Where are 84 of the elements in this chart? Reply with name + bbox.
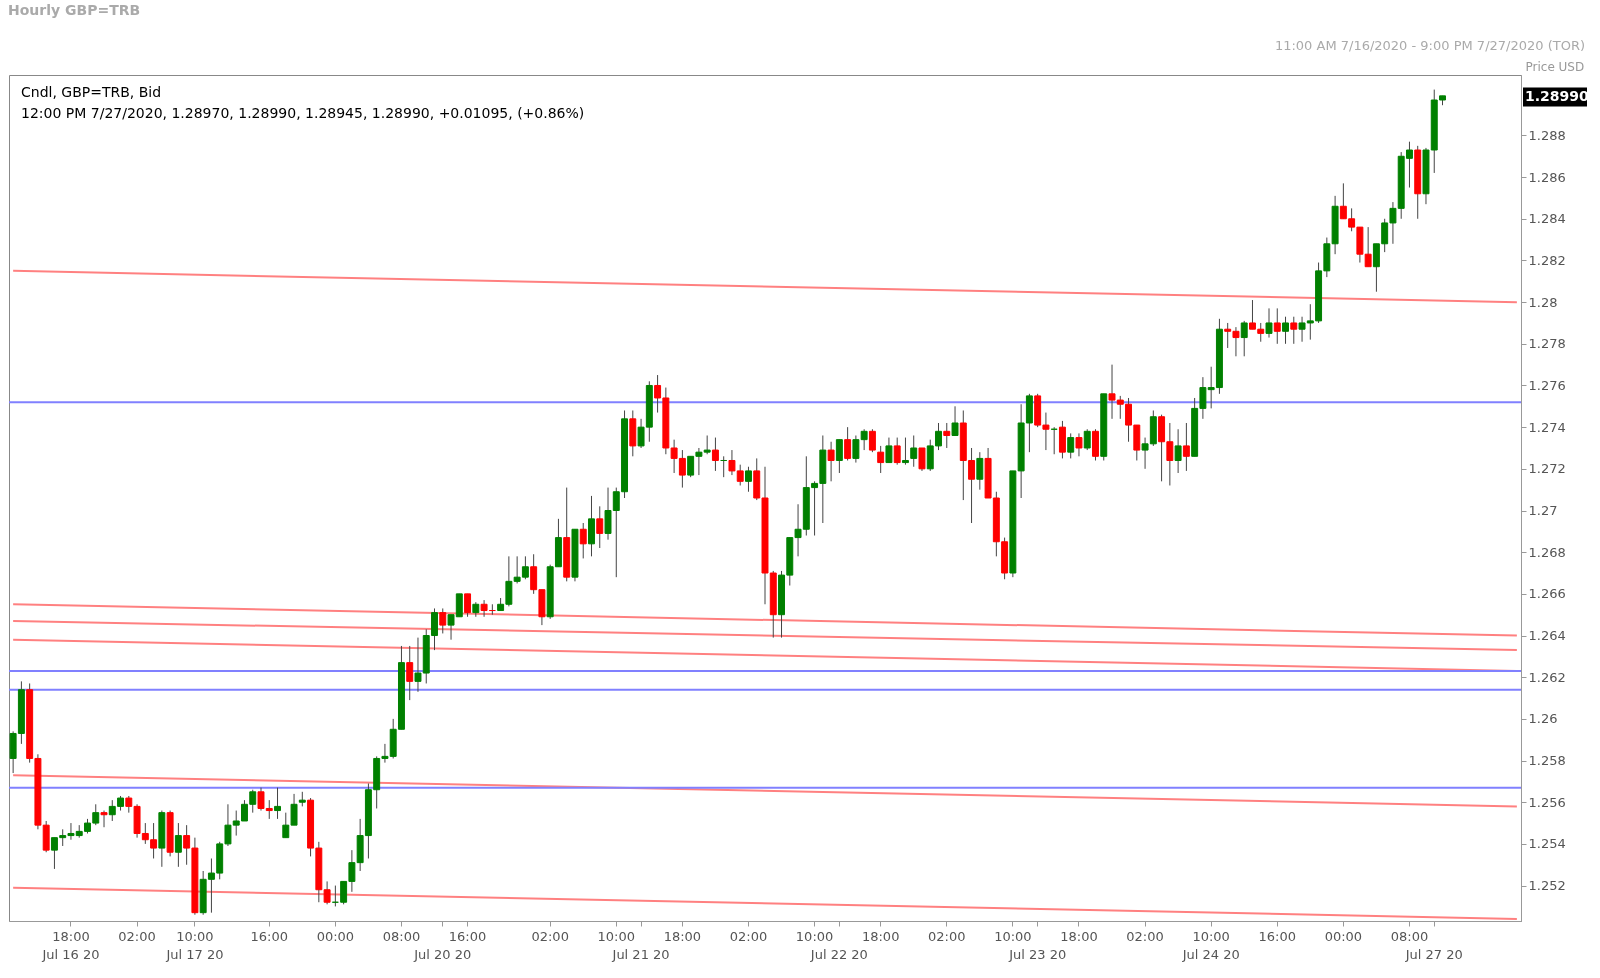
- x-tick-label: 10:00 Jul 24 20: [1181, 928, 1240, 962]
- x-tick-label: 08:00: [1390, 928, 1429, 944]
- candlestick: [835, 439, 843, 474]
- x-tick-label: 00:00: [1324, 928, 1363, 944]
- y-tick-label: 1.256: [1528, 794, 1566, 810]
- x-tick-label: Jul 20 20: [413, 946, 472, 962]
- y-tick-label: 1.254: [1528, 836, 1566, 852]
- x-tick-label: Jul 23 20: [1008, 946, 1067, 962]
- candlestick: [893, 437, 901, 466]
- annotation: Cndl, GBP=TRB, Bid: [21, 84, 162, 100]
- candlestick: [711, 437, 719, 472]
- candlestick: [1182, 422, 1190, 472]
- x-tick-label: 18:00: [1060, 928, 1098, 944]
- candlestick: [274, 787, 281, 820]
- candlestick: [1240, 320, 1248, 357]
- chart-title: Hourly GBP=TRB: [8, 2, 141, 18]
- candlestick: [1174, 428, 1182, 474]
- y-tick-label: 1.284: [1528, 211, 1566, 227]
- x-tick-label: 00:00: [316, 928, 355, 944]
- y-axis-title: Price USD: [1525, 59, 1585, 74]
- x-tick-label: 10:00 Jul 17 20: [165, 928, 224, 962]
- candlestick: [1290, 316, 1298, 345]
- candlestick: [827, 441, 835, 482]
- y-tick-label: 1.274: [1528, 419, 1566, 435]
- candlestick: [745, 466, 752, 493]
- candlestick: [596, 505, 604, 549]
- y-tick-label: 1.268: [1528, 544, 1566, 560]
- candlestick: [1067, 432, 1075, 459]
- x-tick-label: 16:00: [250, 928, 288, 944]
- x-tick-label: 18:00: [663, 928, 702, 944]
- candlestick: [464, 593, 472, 618]
- candlestick: [918, 447, 926, 472]
- x-tick-label: 10:00: [795, 928, 834, 944]
- candlestick: [844, 426, 852, 461]
- candlestick: [439, 607, 447, 634]
- y-tick-label: 1.264: [1528, 628, 1566, 644]
- y-tick-label: 1.278: [1528, 336, 1566, 352]
- y-tick-label: 1.266: [1528, 586, 1566, 602]
- chart-subtitle: 11:00 AM 7/16/2020 - 9:00 PM 7/27/2020 (TOR): [1274, 38, 1585, 53]
- candlestick: [943, 422, 951, 449]
- x-tick-label: 10:00: [597, 928, 636, 944]
- x-tick-label: 02:00: [531, 928, 569, 944]
- x-tick-label: 18:00: [861, 928, 900, 944]
- text: 1.28990: [1525, 88, 1590, 104]
- x-tick-label: 02:00: [118, 928, 156, 944]
- candlestick: [1075, 432, 1083, 457]
- candlestick: [1265, 307, 1273, 339]
- candlestick: [1273, 307, 1281, 345]
- candlestick: [868, 428, 876, 453]
- y-tick-label: 1.27: [1528, 503, 1558, 518]
- candlestick: [1083, 428, 1091, 451]
- y-tick-label: 1.272: [1528, 461, 1566, 477]
- annotation: 12:00 PM 7/27/2020, 1.28970, 1.28990, 1.28945, 1.28990, +0.01095, (+0.86%): [21, 105, 585, 121]
- x-tick-label: Jul 22 20: [809, 946, 868, 962]
- y-tick-label: 1.282: [1528, 252, 1566, 268]
- candlestick: [910, 434, 918, 468]
- y-tick-label: 1.26: [1528, 711, 1558, 727]
- x-tick-label: 02:00: [1126, 928, 1164, 944]
- candlestick: [877, 445, 885, 474]
- candlestick: [100, 810, 108, 828]
- y-tick-label: 1.262: [1528, 669, 1566, 685]
- x-tick-label: 02:00: [928, 928, 966, 944]
- x-tick-label: 18:00 Jul 16 20: [41, 928, 100, 962]
- x-tick-label: Jul 21 20: [611, 946, 670, 962]
- x-tick-label: 16:00: [448, 928, 487, 944]
- x-tick-label: 08:00: [382, 928, 421, 944]
- candlestick: [885, 437, 893, 464]
- y-tick-label: 1.276: [1528, 377, 1566, 393]
- candlestick: [579, 522, 587, 559]
- candlestick: [406, 645, 414, 701]
- candlestick: [976, 451, 984, 491]
- candlestick: [951, 405, 959, 436]
- x-tick-label: 10:00: [994, 928, 1032, 944]
- y-tick-label: 1.258: [1528, 753, 1566, 769]
- y-tick-label: 1.28: [1528, 294, 1558, 310]
- y-tick-label: 1.286: [1528, 169, 1566, 185]
- y-tick-label: 1.288: [1528, 127, 1566, 143]
- x-tick-label: Jul 27 20: [1404, 946, 1463, 962]
- x-tick-label: 02:00: [729, 928, 768, 944]
- y-tick-label: 1.252: [1528, 878, 1566, 894]
- candlestick: [174, 822, 182, 868]
- candlestick: [901, 437, 909, 466]
- x-tick-label: 16:00: [1258, 928, 1296, 944]
- candlestick: [1282, 316, 1289, 345]
